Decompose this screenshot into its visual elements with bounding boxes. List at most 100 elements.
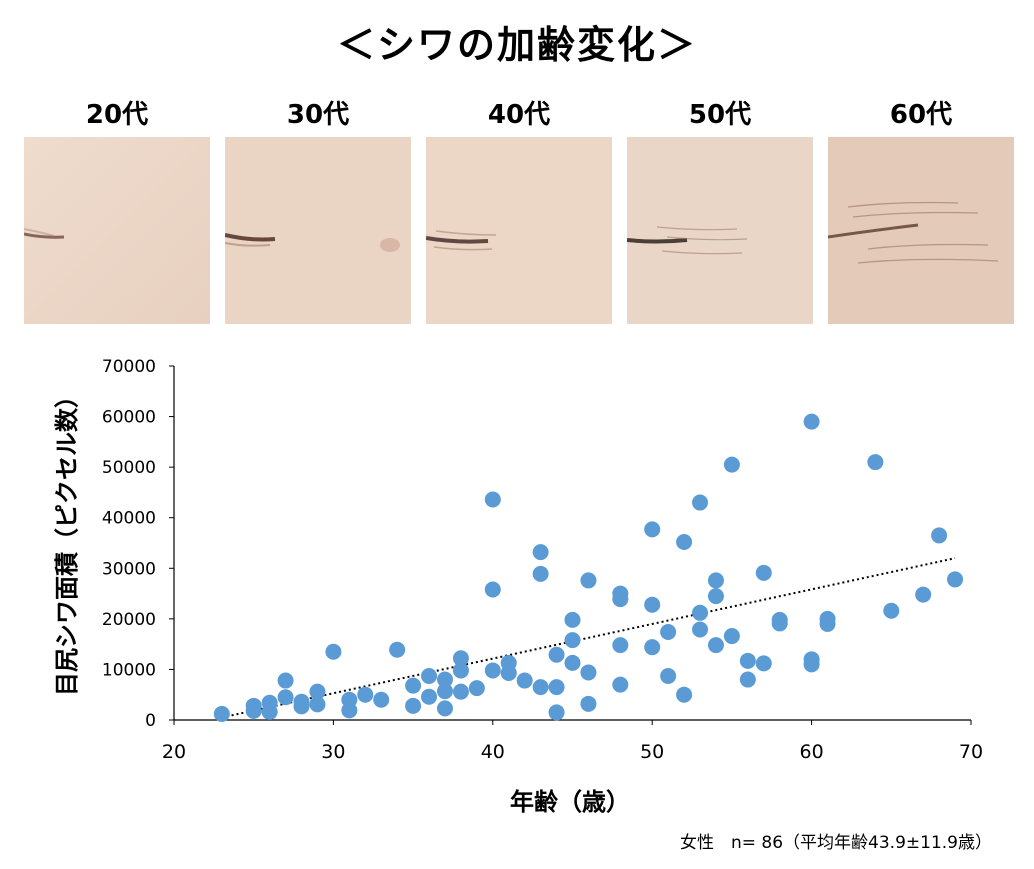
- wrinkle-scatter-chart: 0 10000 20000 30000 40000 50000 60000 70000 20 30…: [53, 357, 983, 816]
- y-tick-label: 30000: [102, 559, 156, 579]
- data-point: [436, 700, 453, 717]
- photo-label-20s: 20代: [85, 100, 149, 130]
- data-point: [532, 544, 549, 561]
- x-tick-label: 70: [959, 741, 983, 763]
- data-point: [739, 671, 756, 688]
- page-title: ＜シワの加齢変化＞: [336, 23, 697, 67]
- data-point: [947, 571, 964, 588]
- skin-photo-20s: [24, 137, 210, 324]
- data-point: [931, 527, 948, 544]
- data-point: [580, 695, 597, 712]
- data-point: [325, 643, 342, 660]
- data-point: [373, 691, 390, 708]
- data-point: [692, 604, 709, 621]
- data-point: [771, 615, 788, 632]
- data-point: [723, 456, 740, 473]
- x-tick-label: 60: [800, 741, 824, 763]
- skin-photo-60s: [828, 137, 1014, 324]
- data-point: [468, 680, 485, 697]
- data-point: [548, 704, 565, 721]
- trendline: [221, 557, 956, 719]
- data-point: [580, 664, 597, 681]
- y-tick-label: 40000: [102, 509, 156, 529]
- data-point: [723, 628, 740, 645]
- photo-label-50s: 50代: [688, 100, 752, 130]
- data-point: [676, 686, 693, 703]
- data-point: [564, 654, 581, 671]
- data-point: [644, 639, 661, 656]
- data-point: [405, 697, 422, 714]
- data-point: [692, 494, 709, 511]
- data-point: [293, 698, 310, 715]
- skin-photo-40s: [426, 137, 612, 324]
- data-point: [707, 637, 724, 654]
- data-point: [564, 611, 581, 628]
- data-point: [676, 533, 693, 550]
- data-point: [644, 521, 661, 538]
- data-point: [532, 565, 549, 582]
- sample-footnote: 女性 n= 86（平均年齢43.9±11.9歳）: [679, 833, 992, 853]
- data-point: [867, 454, 884, 471]
- skin-photo-50s: [627, 137, 813, 324]
- data-point: [277, 672, 294, 689]
- y-tick-label: 20000: [102, 610, 156, 630]
- data-point: [421, 688, 438, 705]
- y-tick-label: 50000: [102, 458, 156, 478]
- data-point: [612, 676, 629, 693]
- data-point: [612, 591, 629, 608]
- y-tick-label: 0: [145, 711, 156, 731]
- data-point: [548, 679, 565, 696]
- data-point: [612, 637, 629, 654]
- photo-label-30s: 30代: [286, 100, 350, 130]
- data-point: [580, 572, 597, 589]
- photo-label-40s: 40代: [487, 100, 551, 130]
- data-point: [245, 702, 262, 719]
- x-axis-label: 年齢（歳）: [510, 788, 630, 816]
- data-point: [739, 652, 756, 669]
- photo-label-60s: 60代: [889, 100, 953, 130]
- data-point: [309, 696, 326, 713]
- data-point: [436, 671, 453, 688]
- data-point: [500, 664, 517, 681]
- data-point: [213, 705, 230, 722]
- data-point: [261, 703, 278, 720]
- data-point: [484, 581, 501, 598]
- y-tick-label: 60000: [102, 408, 156, 428]
- data-point: [755, 564, 772, 581]
- data-point: [755, 655, 772, 672]
- data-point: [707, 572, 724, 589]
- data-point: [707, 588, 724, 605]
- y-tick-label: 10000: [102, 660, 156, 680]
- data-point: [644, 596, 661, 613]
- data-point: [803, 413, 820, 430]
- data-point: [692, 621, 709, 638]
- data-point: [309, 683, 326, 700]
- x-tick-label: 30: [321, 741, 345, 763]
- data-point: [484, 491, 501, 508]
- data-point: [452, 683, 469, 700]
- x-tick-label: 50: [640, 741, 664, 763]
- data-point: [564, 632, 581, 649]
- y-tick-label: 70000: [102, 357, 156, 377]
- data-point: [915, 586, 932, 603]
- data-point: [803, 656, 820, 673]
- data-point: [452, 650, 469, 667]
- skin-photo-30s: [225, 137, 411, 324]
- data-point: [532, 679, 549, 696]
- x-tick-label: 20: [162, 741, 186, 763]
- x-tick-label: 40: [481, 741, 505, 763]
- data-point: [277, 689, 294, 706]
- data-point: [484, 662, 501, 679]
- data-point: [548, 646, 565, 663]
- data-point: [516, 672, 533, 689]
- data-point: [341, 702, 358, 719]
- data-point: [421, 668, 438, 685]
- data-point: [452, 662, 469, 679]
- y-axis-label: 目尻シワ面積（ピクセル数）: [53, 384, 81, 696]
- data-point: [660, 624, 677, 641]
- data-point: [357, 686, 374, 703]
- data-point: [436, 683, 453, 700]
- data-point: [819, 615, 836, 632]
- data-point: [389, 641, 406, 658]
- data-point: [405, 677, 422, 694]
